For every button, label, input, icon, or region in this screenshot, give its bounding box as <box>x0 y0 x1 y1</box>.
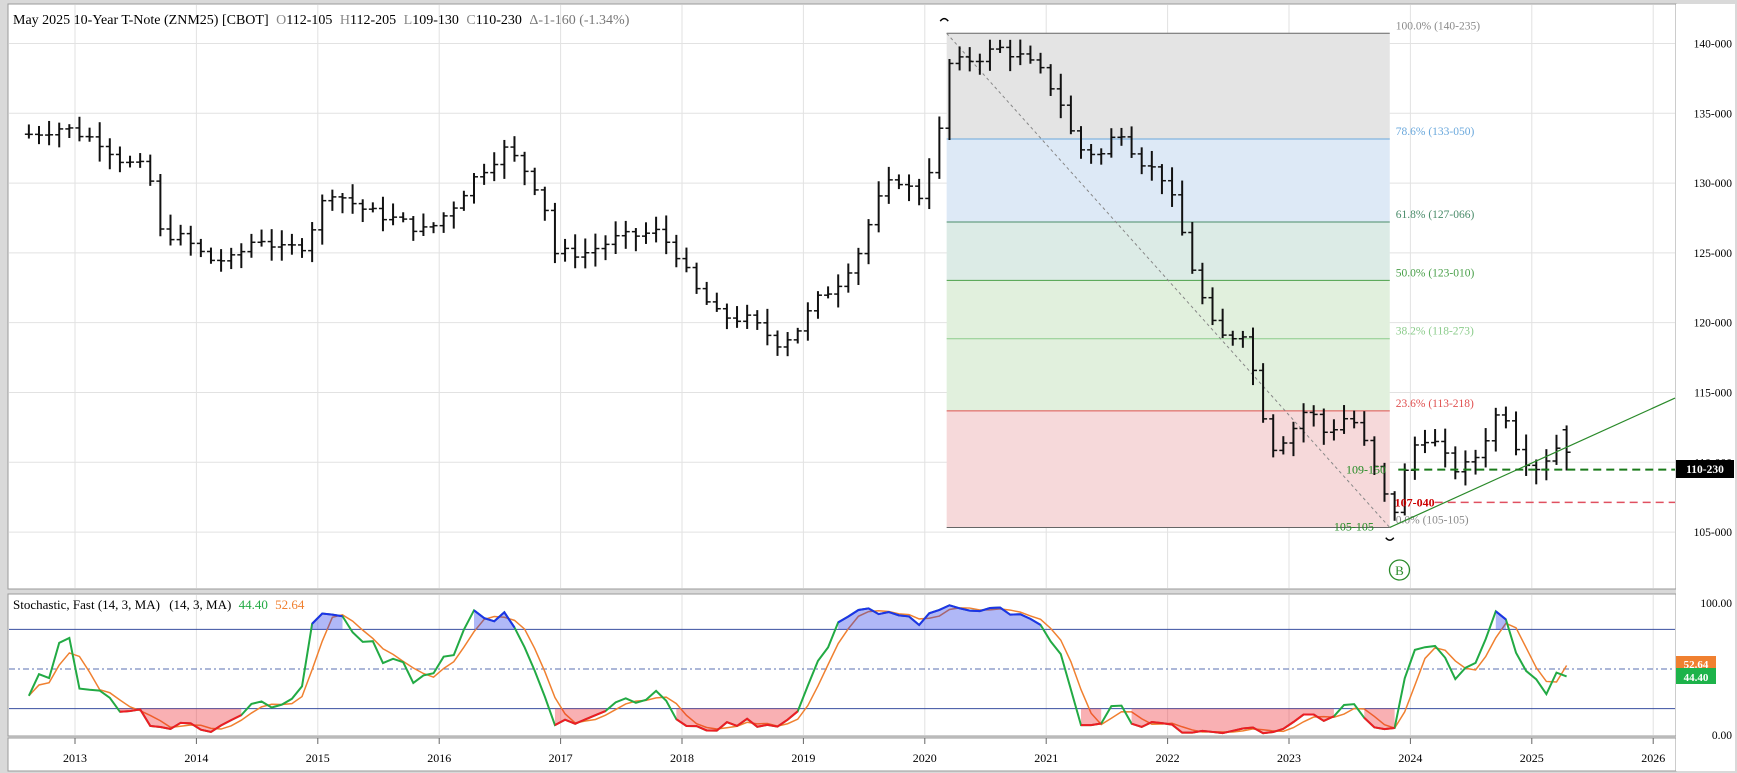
x-tick-label: 2020 <box>913 751 937 765</box>
close-value: 110-230 <box>476 13 522 28</box>
stoch-tick-label: 100.00 <box>1700 598 1732 610</box>
price-axis <box>1676 4 1735 771</box>
fib-zone <box>946 338 1390 411</box>
x-tick-label: 2025 <box>1520 751 1544 765</box>
last-price-text: 110-230 <box>1686 464 1724 476</box>
price-annotation-label: 109-150 <box>1346 463 1386 477</box>
fib-level-label: 100.0% (140-235) <box>1396 20 1480 32</box>
stochastic-d-value: 52.64 <box>275 597 305 612</box>
stochastic-extreme-line <box>1131 713 1335 735</box>
stochastic-panel[interactable] <box>7 593 1677 737</box>
y-tick-label: 140-000 <box>1694 38 1733 50</box>
last-price-tag <box>1676 460 1734 478</box>
stoch-tick-label: 0.00 <box>1712 730 1732 742</box>
fib-level-label: 38.2% (118-273) <box>1396 326 1474 338</box>
stochastic-extreme-fill <box>554 708 606 726</box>
stochastic-params: (14, 3, MA) <box>169 597 231 612</box>
x-axis-labels: 2013 2014 2015 2016 2017 2018 2019 2020 2021 2022… <box>63 751 1665 765</box>
fib-zone <box>946 410 1390 528</box>
stochastic-extreme-line <box>1495 610 1507 621</box>
y-tick-label: 105-000 <box>1694 527 1733 539</box>
stochastic-extreme-line <box>675 710 799 732</box>
price-panel[interactable] <box>7 3 1677 590</box>
stochastic-extreme-fill <box>1495 611 1506 630</box>
stochastic-k-value: 44.40 <box>239 597 268 612</box>
marker-label: B <box>1395 563 1404 578</box>
uptrend-line <box>1389 397 1676 529</box>
stochastic-extreme-line <box>1363 717 1395 731</box>
change-value: Δ-1-160 (-1.34%) <box>529 13 629 28</box>
swing-low-marker <box>1385 537 1395 541</box>
x-tick-label: 2023 <box>1277 751 1301 765</box>
price-annotation-label: 105-105 <box>1334 519 1374 533</box>
price-annotations: 109-150 107-040 105-105 B <box>939 17 1676 581</box>
fib-level-label: 0.0% (105-105) <box>1396 514 1469 526</box>
instrument-name: May 2025 10-Year T-Note (ZNM25) [CBOT] <box>13 13 269 28</box>
x-tick-label: 2016 <box>427 751 451 765</box>
stochastic-extreme-line <box>837 604 1042 627</box>
x-tick-label: 2017 <box>549 751 573 765</box>
stochastic-header: Stochastic, Fast (14, 3, MA) (14, 3, MA)… <box>13 597 305 612</box>
y-tick-label: 115-000 <box>1694 387 1732 399</box>
stochastic-extreme-line <box>554 710 606 727</box>
horizontal-gridlines <box>9 42 1675 533</box>
stochastic-extreme-fill <box>474 610 515 630</box>
fib-zone <box>946 280 1390 339</box>
stochastic-extreme-line <box>1080 722 1102 727</box>
x-tick-label: 2014 <box>184 751 208 765</box>
x-tick-label: 2021 <box>1034 751 1058 765</box>
y-tick-label: 135-000 <box>1694 108 1733 120</box>
x-tick-label: 2026 <box>1641 751 1665 765</box>
swing-high-marker <box>939 17 949 22</box>
fib-level-label: 23.6% (113-218) <box>1396 398 1474 410</box>
open-value: 112-105 <box>286 13 332 28</box>
time-axis <box>7 737 1677 772</box>
y-tick-label: 120-000 <box>1694 318 1733 330</box>
stochastic-k-tag-text: 44.40 <box>1684 672 1709 684</box>
stochastic-extreme-fill <box>838 605 1041 630</box>
stochastic-extreme-line <box>311 612 343 625</box>
x-tick-label: 2019 <box>791 751 815 765</box>
stochastic-d-tag <box>1676 656 1716 671</box>
high-value: 112-205 <box>350 13 396 28</box>
fib-level-label: 61.8% (127-066) <box>1396 209 1475 221</box>
stochastic-extreme-line <box>119 708 242 734</box>
marker-circle <box>1388 559 1411 581</box>
x-tick-label: 2013 <box>63 751 87 765</box>
fib-level-label: 78.6% (133-050) <box>1396 126 1475 138</box>
x-tick-label: 2022 <box>1156 751 1180 765</box>
x-tick-label: 2018 <box>670 751 694 765</box>
stochastic-lines <box>9 604 1675 735</box>
low-value: 109-130 <box>412 13 459 28</box>
x-tick-label: 2015 <box>306 751 330 765</box>
y-tick-label: 125-000 <box>1694 248 1733 260</box>
fib-zone <box>946 222 1390 281</box>
y-tick-label: 130-000 <box>1694 178 1733 190</box>
x-tick-label: 2024 <box>1398 751 1422 765</box>
fib-zone <box>946 33 1390 139</box>
stochastic-title: Stochastic, Fast (14, 3, MA) <box>13 597 160 612</box>
stochastic-extreme-fill <box>119 708 242 732</box>
stochastic-extreme-fill <box>1081 708 1102 726</box>
stochastic-extreme-fill <box>676 708 798 731</box>
chart-header: May 2025 10-Year T-Note (ZNM25) [CBOT] O… <box>13 13 630 28</box>
ohlc-bars <box>24 39 1571 521</box>
fib-level-label: 50.0% (123-010) <box>1396 267 1475 279</box>
stochastic-d-line <box>28 607 1568 733</box>
stochastic-k-tag <box>1676 668 1716 684</box>
price-annotation-label: 107-040 <box>1395 495 1435 509</box>
fibonacci-retracement: 100.0% (140-235) 78.6% (133-050) 61.8% (12… <box>946 20 1480 528</box>
stochastic-extreme-line <box>473 609 516 629</box>
fib-diagonal <box>946 32 1391 528</box>
stochastic-extreme-fill <box>1131 708 1334 734</box>
